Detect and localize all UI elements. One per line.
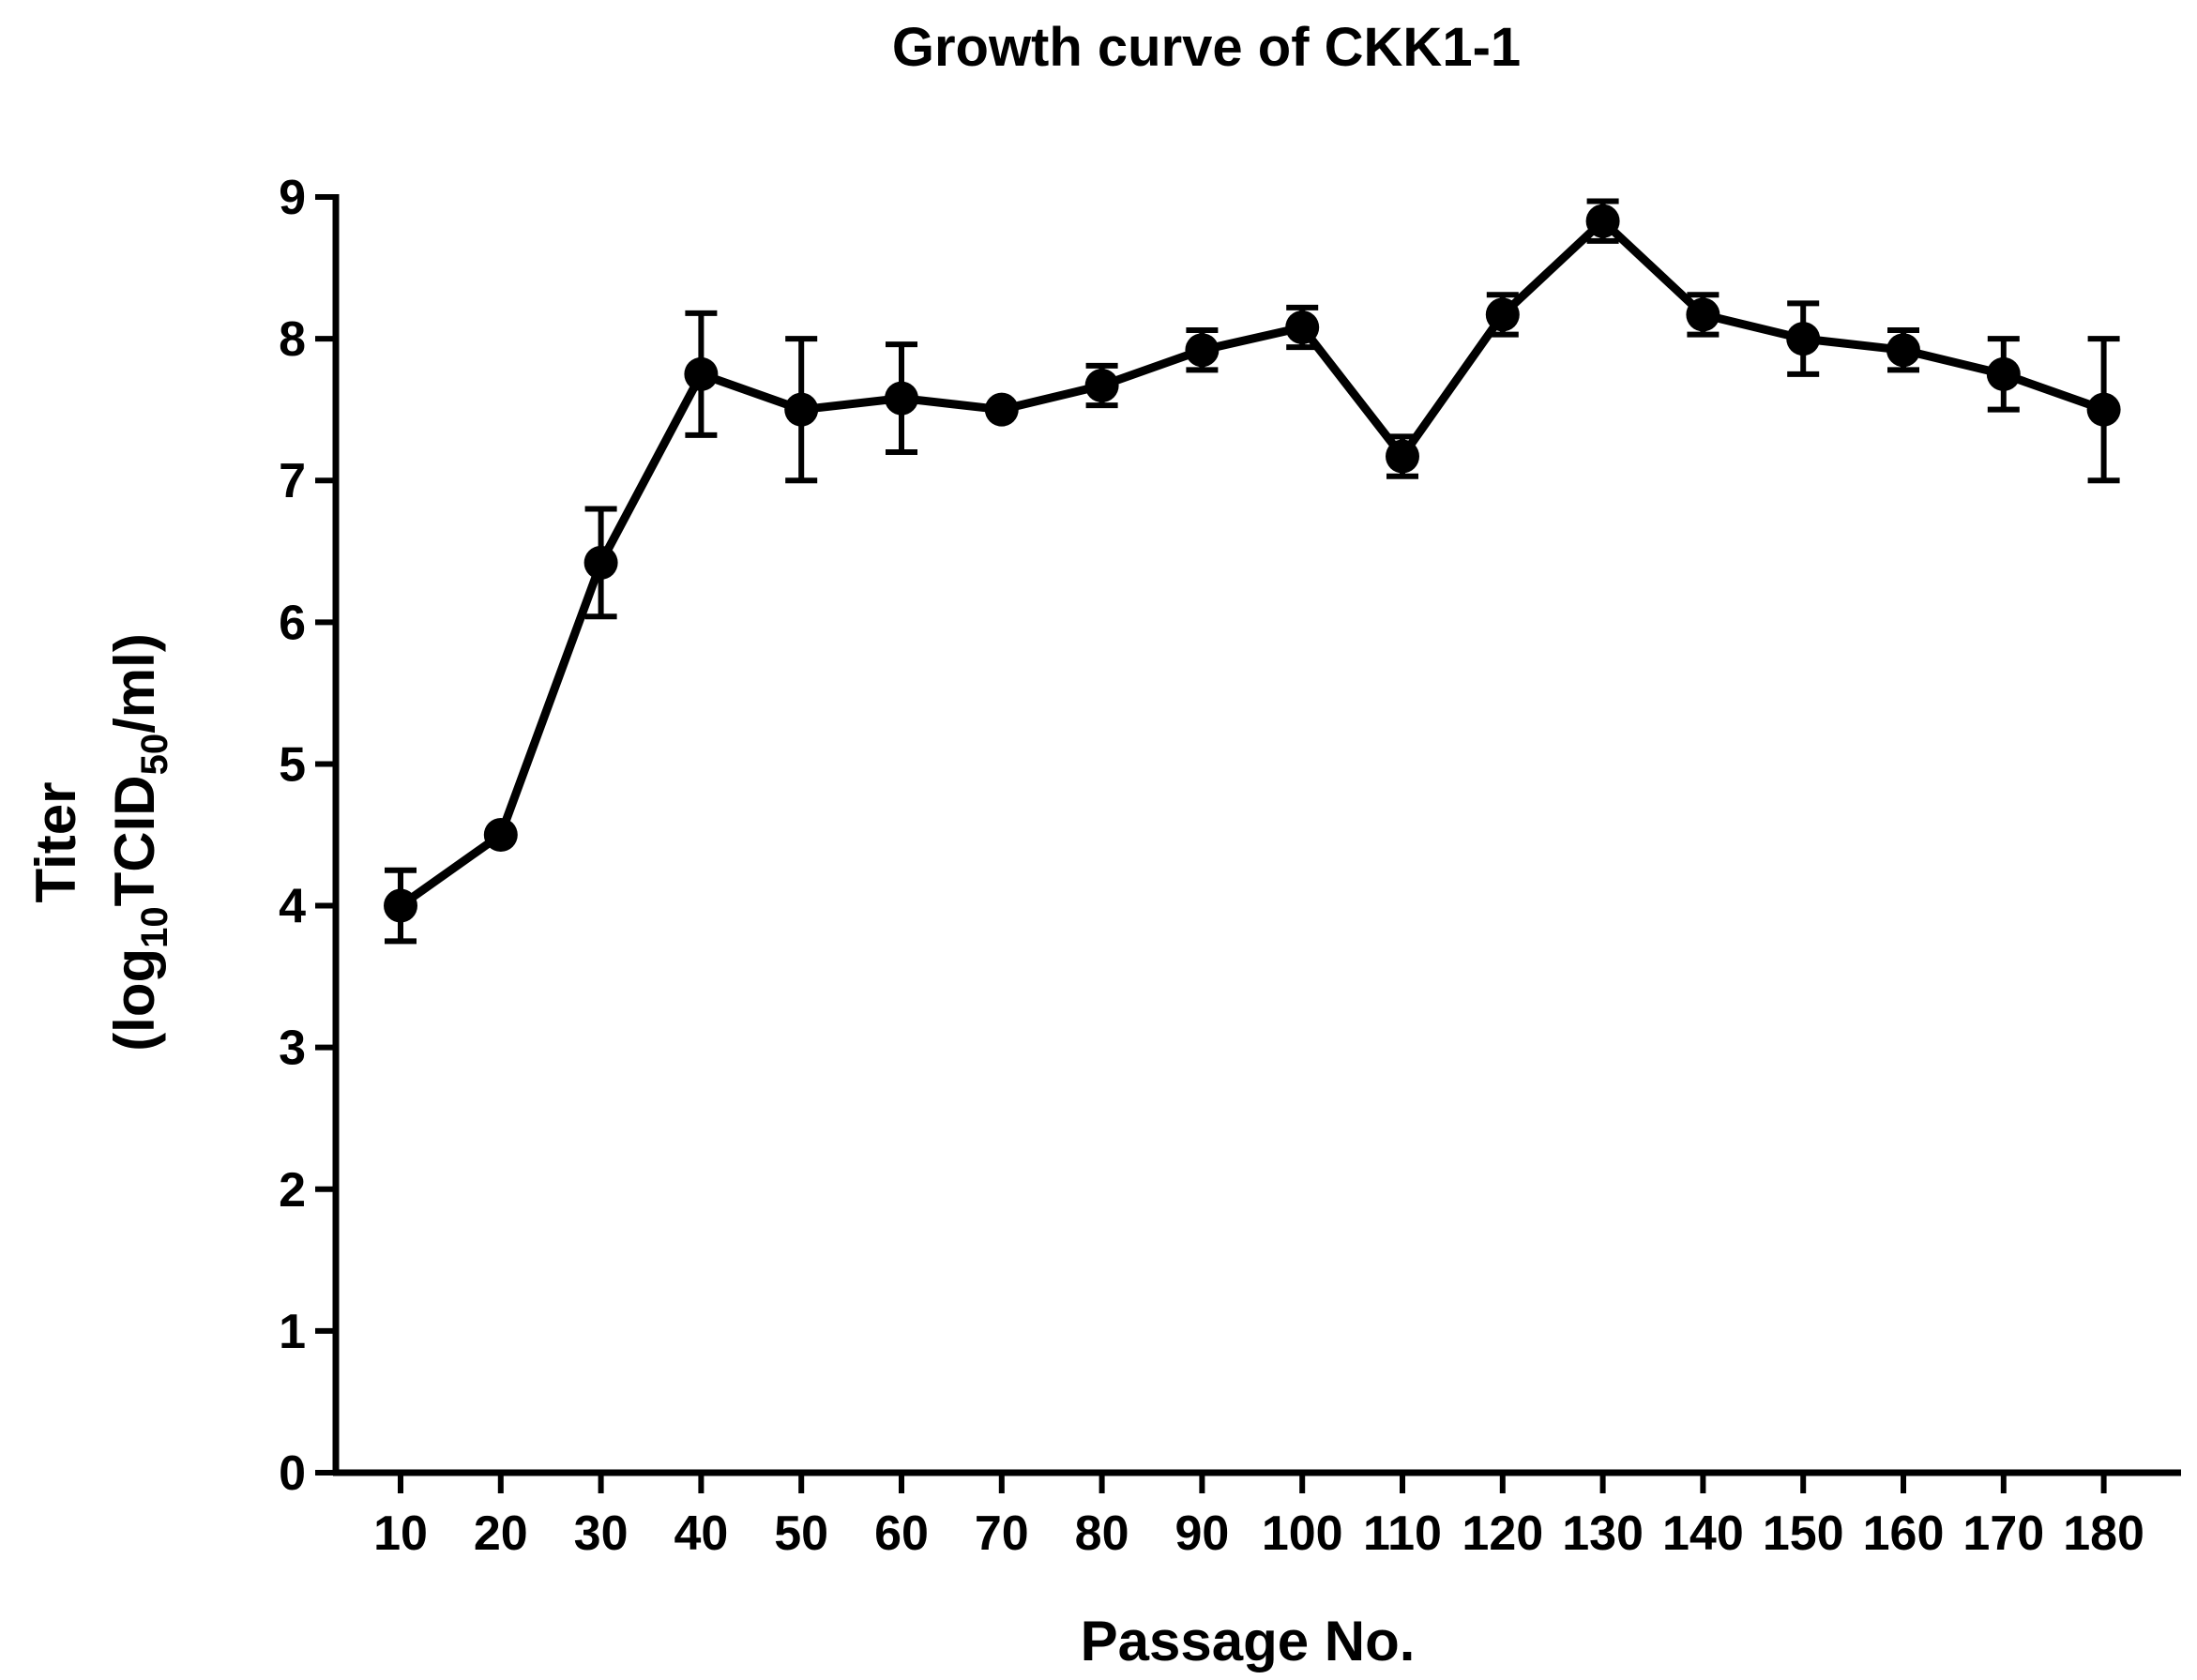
data-point xyxy=(384,888,417,923)
data-point xyxy=(1686,297,1720,332)
x-tick-label: 110 xyxy=(1363,1506,1442,1561)
data-point xyxy=(1485,297,1520,332)
y-tick-label: 5 xyxy=(279,737,306,792)
y-tick-label: 4 xyxy=(279,880,306,934)
data-point xyxy=(483,818,518,852)
series-line xyxy=(398,217,2106,910)
y-tick-label: 7 xyxy=(279,454,306,508)
x-tick-label: 150 xyxy=(1763,1506,1844,1561)
y-label-sub1: 10 xyxy=(134,906,175,948)
data-point xyxy=(1986,356,2021,391)
data-point xyxy=(1585,204,1620,238)
y-tick-label: 0 xyxy=(279,1446,306,1501)
x-tick-label: 140 xyxy=(1662,1506,1744,1561)
y-axis-label: Titer (log10TCID50/ml) xyxy=(24,633,175,1052)
y-tick-label: 2 xyxy=(279,1163,306,1218)
x-axis-label: Passage No. xyxy=(1081,1610,1416,1672)
y-tick-label: 3 xyxy=(279,1022,306,1076)
y-tick-label: 9 xyxy=(279,171,306,225)
y-axis-label-line1: Titer xyxy=(24,782,87,903)
x-tick-label: 120 xyxy=(1462,1506,1543,1561)
x-tick-label: 90 xyxy=(1174,1506,1229,1561)
data-point xyxy=(885,381,918,416)
x-ticks: 10 20 30 40 50 60 70 80 90 100 110 120 130 140 150 160 1… xyxy=(373,1473,2144,1561)
data-point xyxy=(1285,310,1320,345)
data-point xyxy=(1084,368,1119,402)
y-label-close: /ml) xyxy=(103,633,166,734)
data-point xyxy=(784,392,819,427)
y-label-mid: TCID xyxy=(103,775,166,906)
x-tick-label: 10 xyxy=(373,1506,428,1561)
data-point xyxy=(2086,392,2121,427)
chart-title: Growth curve of CKK1-1 xyxy=(892,17,1521,78)
x-tick-label: 80 xyxy=(1075,1506,1129,1561)
y-label-sub2: 50 xyxy=(134,734,175,776)
x-tick-label: 20 xyxy=(474,1506,528,1561)
y-ticks: 0 1 2 3 4 5 6 7 8 9 xyxy=(279,171,336,1501)
axes xyxy=(332,194,2181,1476)
x-tick-label: 170 xyxy=(1962,1506,2044,1561)
x-tick-label: 50 xyxy=(774,1506,828,1561)
x-tick-label: 70 xyxy=(975,1506,1029,1561)
data-point xyxy=(1386,439,1419,474)
y-tick-label: 8 xyxy=(279,312,306,367)
x-tick-label: 40 xyxy=(674,1506,728,1561)
x-tick-label: 60 xyxy=(874,1506,929,1561)
y-label-open: (log xyxy=(103,948,166,1052)
y-tick-label: 6 xyxy=(279,596,306,650)
data-point xyxy=(1886,333,1920,368)
series xyxy=(384,198,2121,945)
x-tick-label: 160 xyxy=(1863,1506,1945,1561)
x-tick-label: 180 xyxy=(2063,1506,2144,1561)
x-tick-label: 130 xyxy=(1562,1506,1644,1561)
data-point xyxy=(984,392,1019,427)
data-point xyxy=(684,356,719,391)
x-tick-label: 30 xyxy=(574,1506,629,1561)
data-point xyxy=(1786,322,1821,356)
x-tick-label: 100 xyxy=(1262,1506,1343,1561)
data-point xyxy=(1185,333,1220,368)
y-tick-label: 1 xyxy=(279,1305,306,1359)
data-point xyxy=(583,545,618,580)
y-axis-label-line2: (log10TCID50/ml) xyxy=(103,633,175,1052)
